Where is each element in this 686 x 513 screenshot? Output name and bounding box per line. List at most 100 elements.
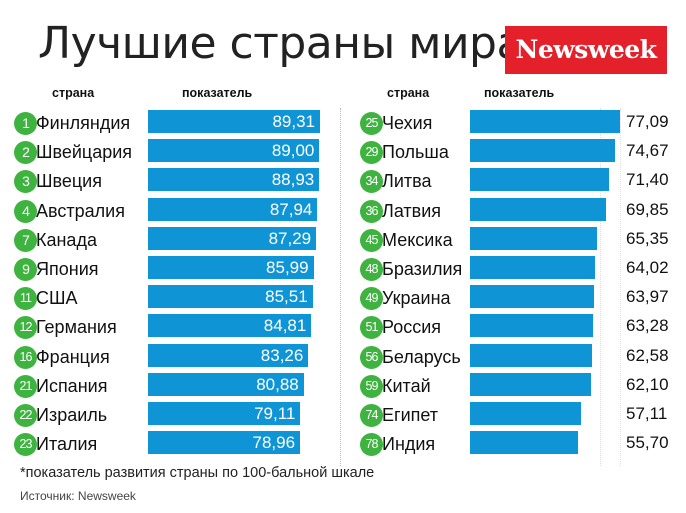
value-label: 84,81 [263,316,307,336]
value-label: 71,40 [626,170,669,190]
bar [470,197,606,221]
chart-row: 23 Италия 78,96 [14,431,334,458]
chart-row: 1 Финляндия 89,31 [14,110,334,137]
chart-row: 59 Китай 62,10 [360,372,680,400]
bar [470,285,595,309]
rank-badge: 59 [360,374,383,398]
bar [148,168,320,192]
chart-row: 49 Украина 63,97 [360,285,680,312]
rank-badge: 56 [360,345,383,369]
chart-row: 25 Чехия 77,09 [360,110,680,137]
bar [148,431,301,455]
country-label: Канада [36,229,97,250]
country-label: Испания [36,375,108,396]
country-label: Швеция [36,171,102,192]
rank-badge: 74 [360,404,383,427]
chart-row: 16 Франция 83,26 [14,343,334,371]
bar [470,168,609,192]
country-label: Россия [382,317,442,338]
bar [470,314,594,338]
bar [148,256,314,279]
bar [148,110,320,133]
bar [148,226,317,250]
bar [470,139,616,163]
bar [148,343,309,367]
value-label: 80,88 [256,374,299,394]
rank-badge: 9 [14,258,37,281]
chart-row: 2 Швейцария 89,00 [14,139,334,166]
value-label: 69,85 [626,199,669,219]
rank-badge: 2 [14,141,37,165]
bar [470,226,598,250]
value-label: 63,97 [626,287,669,307]
value-label: 87,29 [268,228,312,248]
country-label: Польша [382,142,449,163]
chart-row: 48 Бразилия 64,02 [360,256,680,283]
value-label: 62,58 [626,345,669,365]
value-label: 64,02 [626,258,669,277]
rank-badge: 3 [14,170,37,194]
rank-badge: 25 [360,112,383,135]
rank-badge: 22 [14,404,37,427]
country-label: США [36,288,78,309]
chart-row: 11 США 85,51 [14,285,334,312]
value-label: 63,28 [626,316,669,336]
grid-line [600,108,601,466]
value-label: 89,00 [271,141,315,161]
bar [148,314,312,338]
country-label: Мексика [382,229,453,250]
value-label: 78,96 [252,433,296,453]
chart-row: 29 Польша 74,67 [360,139,680,166]
footnote: *показатель развития страны по 100-бальн… [20,465,375,481]
country-label: Украина [382,288,451,309]
value-label: 85,51 [265,287,308,307]
country-label: Литва [382,171,432,192]
bar [148,285,313,309]
value-label: 74,67 [626,141,669,161]
rank-badge: 23 [14,433,37,457]
chart-row: 9 Япония 85,99 [14,256,334,283]
bar [470,343,592,367]
value-label: 77,09 [626,112,669,131]
chart-row: 34 Литва 71,40 [360,168,680,195]
rank-badge: 16 [14,345,37,369]
country-label: Чехия [382,113,433,133]
grid-line [620,108,621,466]
value-label: 57,11 [626,404,668,423]
rank-badge: 49 [360,287,383,311]
left-country-header: страна [52,86,95,100]
column-divider [340,108,341,466]
value-label: 62,10 [626,374,669,394]
rank-badge: 11 [14,287,37,311]
chart-row: 21 Испания 80,88 [14,372,334,400]
value-label: 83,26 [260,345,304,365]
country-label: Австралия [36,200,125,221]
rank-badge: 51 [360,316,383,340]
value-label: 79,11 [254,404,296,423]
chart-row: 4 Австралия 87,94 [14,197,334,225]
value-label: 55,70 [626,433,669,453]
value-label: 88,93 [271,170,315,190]
country-label: Финляндия [36,113,131,133]
right-country-header: страна [387,86,430,100]
chart-row: 74 Египет 57,11 [360,402,680,429]
bar [470,431,579,455]
bar [470,256,595,279]
rank-badge: 4 [14,199,37,223]
rank-badge: 12 [14,316,37,340]
bar [148,139,320,163]
bar [148,197,318,221]
country-label: Швейцария [36,142,133,163]
page-title: Лучшие страны мира [38,18,523,69]
country-label: Индия [382,434,436,455]
bar [148,402,301,425]
left-value-header: показатель [182,86,253,100]
country-label: Япония [36,259,99,279]
country-label: Латвия [382,200,442,221]
country-label: Германия [36,317,117,338]
value-label: 89,31 [272,112,315,131]
chart-row: 12 Германия 84,81 [14,314,334,341]
source-note: Источник: Newsweek [20,489,136,503]
chart-row: 78 Индия 55,70 [360,431,680,458]
rank-badge: 36 [360,199,383,223]
